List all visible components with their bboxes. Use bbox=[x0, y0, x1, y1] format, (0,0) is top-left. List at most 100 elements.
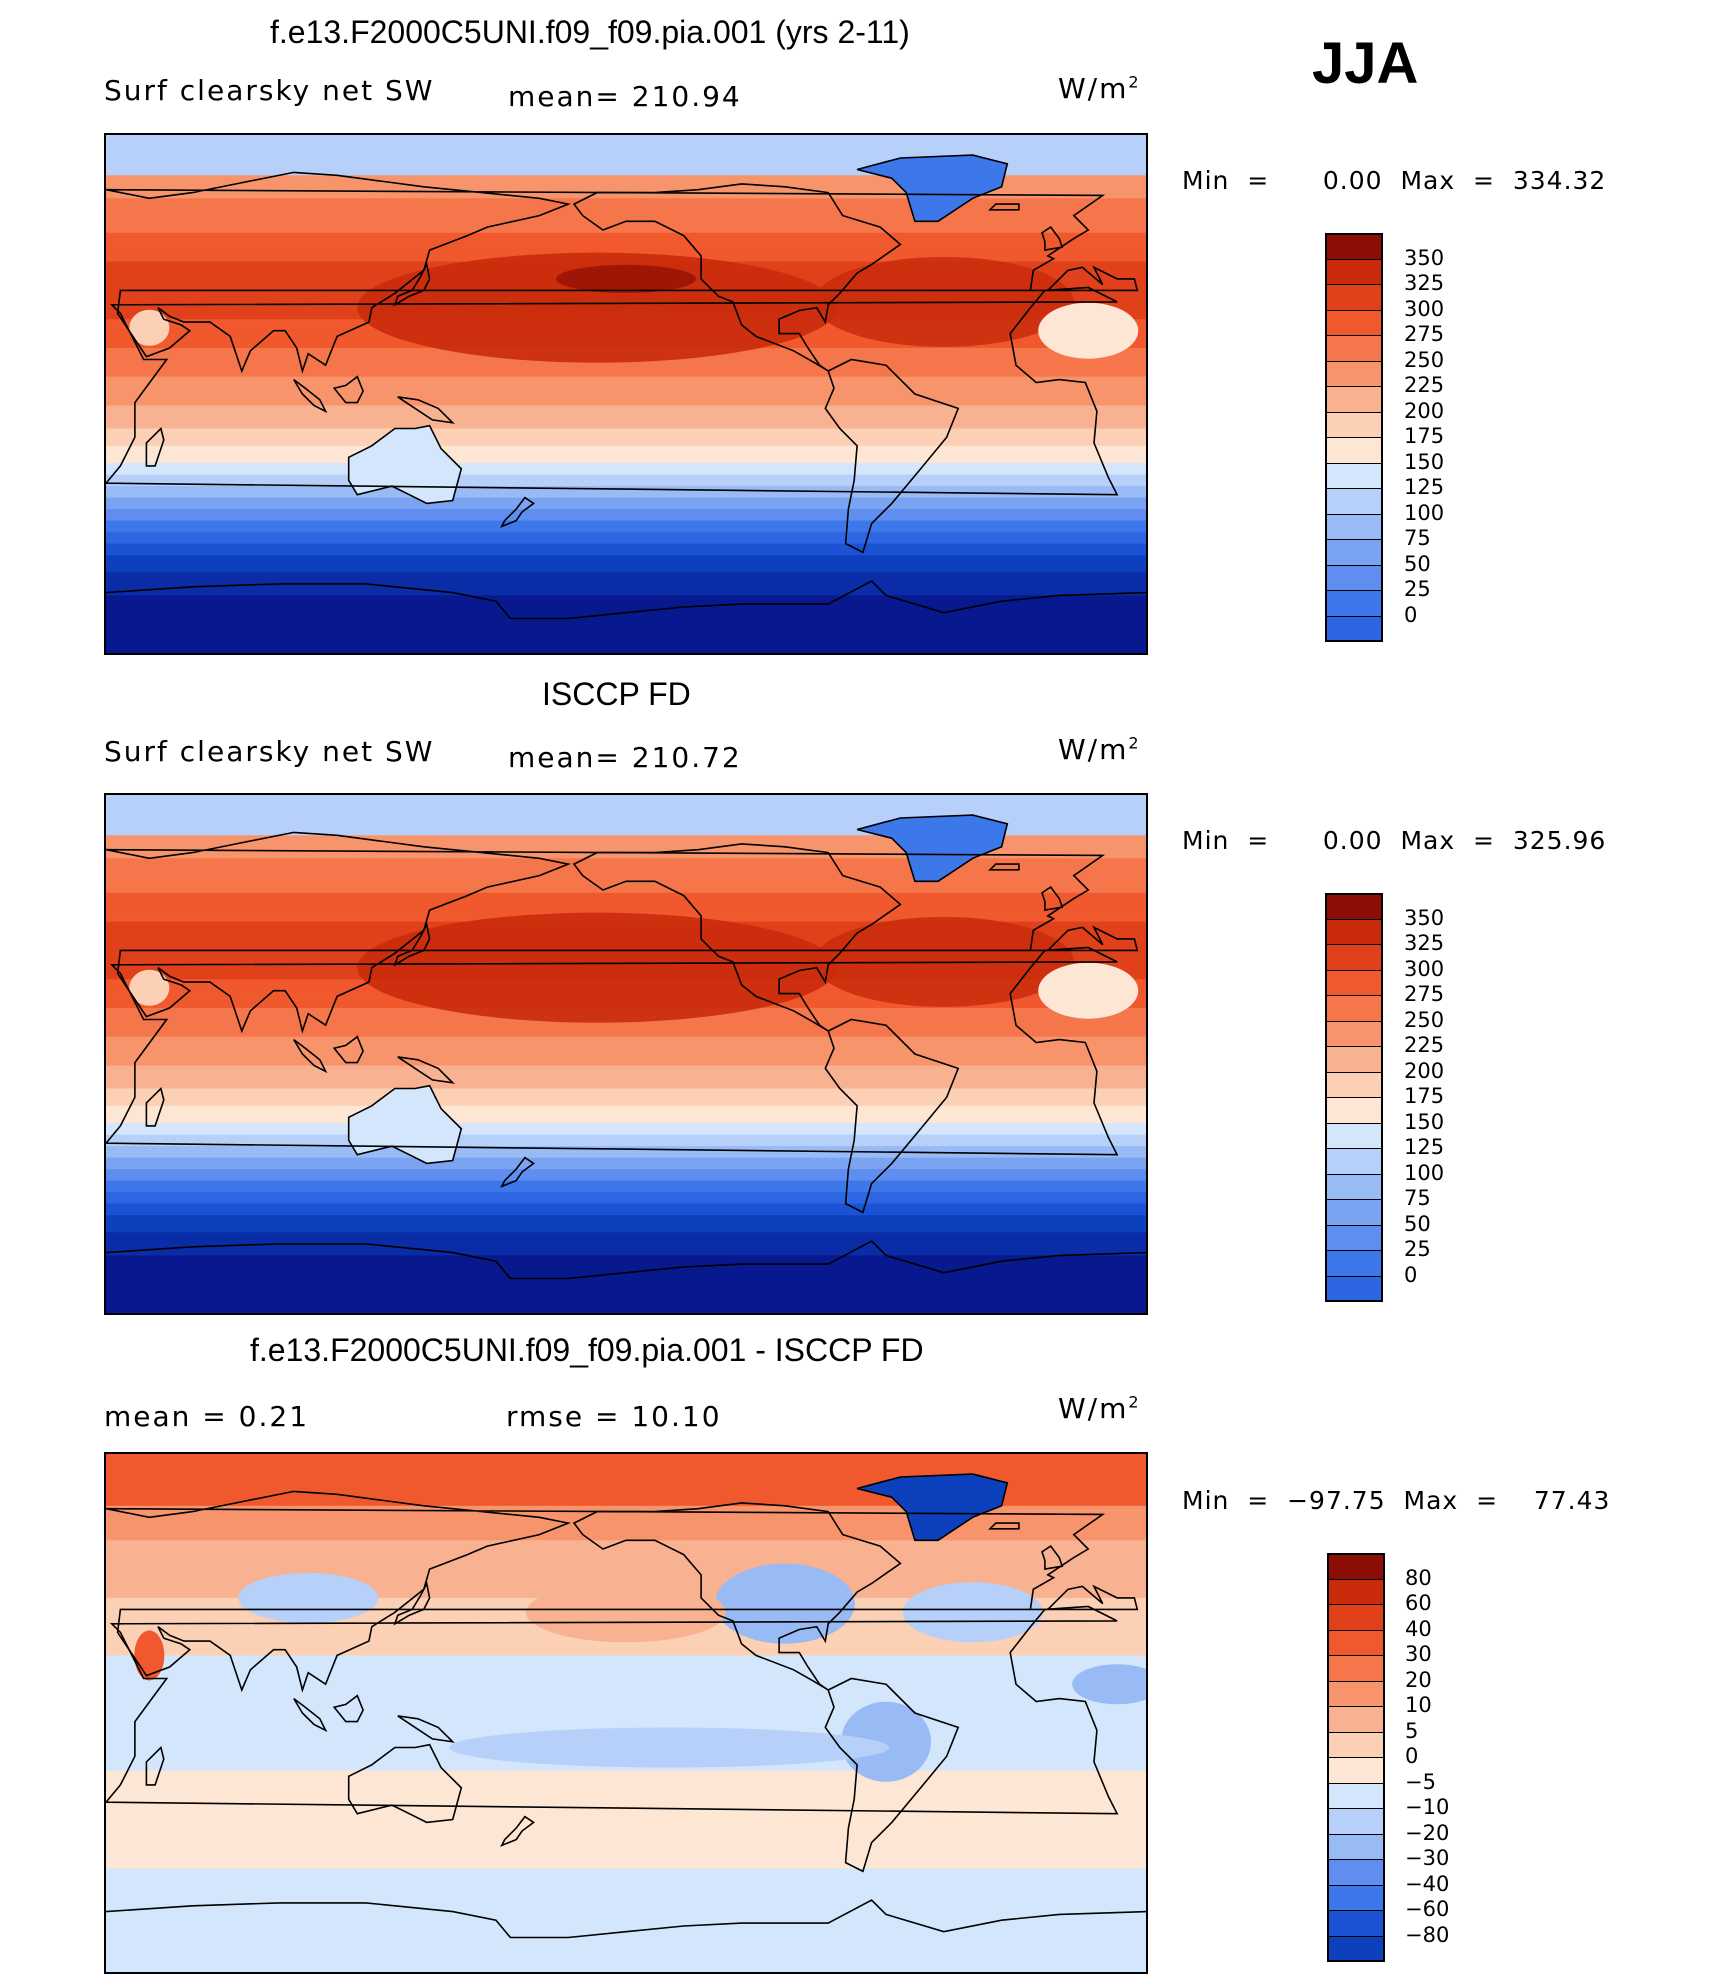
field-band bbox=[106, 1459, 1146, 1467]
field-band bbox=[106, 509, 1146, 516]
colorbar-swatch bbox=[1327, 1782, 1385, 1809]
coastline bbox=[293, 1697, 328, 1733]
field-band bbox=[106, 146, 1146, 153]
field-band bbox=[106, 1232, 1146, 1239]
field-band bbox=[106, 1488, 1146, 1495]
field-band bbox=[106, 451, 1146, 458]
colorbar-label: 20 bbox=[1405, 1667, 1432, 1692]
colorbar-swatch bbox=[1325, 893, 1383, 919]
colorbar-label: 350 bbox=[1404, 245, 1445, 270]
field-band bbox=[106, 1822, 1146, 1829]
field-band bbox=[106, 457, 1146, 464]
coastline bbox=[106, 946, 1119, 1156]
coastline bbox=[988, 203, 1020, 211]
field-band bbox=[106, 1960, 1146, 1967]
field-band bbox=[106, 169, 1146, 176]
field-band bbox=[106, 1220, 1146, 1228]
panel-2-units: W/m2 bbox=[1058, 733, 1141, 766]
field-band bbox=[106, 904, 1146, 911]
colorbar-label: 150 bbox=[1404, 1109, 1445, 1134]
field-band bbox=[106, 1500, 1146, 1507]
field-band bbox=[106, 1690, 1146, 1697]
field-band bbox=[106, 1833, 1146, 1841]
field-band bbox=[106, 204, 1146, 211]
colorbar-swatch bbox=[1325, 564, 1383, 591]
coastline bbox=[824, 358, 960, 554]
colorbar-label: −40 bbox=[1405, 1871, 1450, 1896]
colorbar-swatch bbox=[1325, 309, 1383, 336]
field-anom bbox=[238, 1572, 379, 1623]
map-field bbox=[106, 795, 1146, 1313]
field-band bbox=[106, 365, 1146, 372]
field-band bbox=[106, 881, 1146, 888]
field-band bbox=[106, 800, 1146, 808]
colorbar-label: 75 bbox=[1404, 1186, 1431, 1210]
field-band bbox=[106, 1908, 1146, 1916]
field-band bbox=[106, 612, 1146, 620]
field-anom bbox=[714, 1563, 855, 1644]
colorbar-label: 125 bbox=[1404, 475, 1445, 499]
field-band bbox=[106, 371, 1146, 378]
field-band bbox=[106, 1071, 1146, 1078]
field-land bbox=[348, 425, 462, 504]
field-band bbox=[106, 1157, 1146, 1164]
coastline bbox=[145, 1745, 165, 1786]
field-band bbox=[106, 875, 1146, 882]
field-band bbox=[106, 497, 1146, 504]
colorbar-label: 0 bbox=[1405, 1744, 1419, 1768]
colorbar-label: 50 bbox=[1404, 1211, 1431, 1236]
field-max bbox=[556, 264, 696, 293]
field-band bbox=[106, 1655, 1146, 1662]
colorbar-label: 175 bbox=[1404, 1084, 1445, 1108]
field-band bbox=[106, 1724, 1146, 1731]
panel-1-title: f.e13.F2000C5UNI.f09_f09.pia.001 (yrs 2-… bbox=[270, 14, 910, 50]
field-band bbox=[106, 1054, 1146, 1061]
field-band bbox=[106, 1684, 1146, 1691]
coastline bbox=[293, 1038, 328, 1074]
field-band bbox=[106, 1661, 1146, 1668]
colorbar-swatch bbox=[1325, 513, 1383, 540]
field-anom bbox=[902, 1582, 1043, 1643]
coastline bbox=[1041, 886, 1064, 912]
field-band bbox=[106, 227, 1146, 234]
colorbar-swatch bbox=[1327, 1604, 1385, 1630]
coastline bbox=[397, 1056, 455, 1084]
colorbar-label: 25 bbox=[1404, 1237, 1431, 1261]
colorbar-label: 10 bbox=[1405, 1693, 1432, 1717]
field-band bbox=[106, 1643, 1146, 1651]
field-band bbox=[106, 1701, 1146, 1708]
colorbar-swatch bbox=[1327, 1884, 1385, 1911]
field-band bbox=[106, 1782, 1146, 1789]
field-band bbox=[106, 215, 1146, 222]
field-band bbox=[106, 846, 1146, 854]
field-band bbox=[106, 1151, 1146, 1159]
field-band bbox=[106, 1868, 1146, 1875]
field-ice bbox=[857, 815, 1008, 882]
colorbar-label: 300 bbox=[1404, 956, 1445, 981]
panel-2-map bbox=[104, 793, 1148, 1315]
field-band bbox=[106, 1718, 1146, 1726]
field-band bbox=[106, 1776, 1146, 1783]
field-band bbox=[106, 1770, 1146, 1777]
colorbar-label: −10 bbox=[1405, 1795, 1450, 1819]
colorbar-label: 225 bbox=[1404, 373, 1445, 397]
panel-1-min-max: Min = 0.00 Max = 334.32 bbox=[1182, 166, 1607, 195]
field-band bbox=[106, 1128, 1146, 1136]
field-band bbox=[106, 1059, 1146, 1067]
field-band bbox=[106, 1505, 1146, 1513]
colorbar-label: 100 bbox=[1404, 1160, 1445, 1185]
field-band bbox=[106, 1851, 1146, 1858]
field-band bbox=[106, 624, 1146, 631]
field-band bbox=[106, 1546, 1146, 1553]
panel-2-mean: mean= 210.72 bbox=[508, 741, 742, 774]
field-band bbox=[106, 583, 1146, 591]
colorbar-swatch bbox=[1325, 590, 1383, 616]
season-label: JJA bbox=[1312, 31, 1419, 96]
coastline bbox=[347, 1084, 463, 1165]
field-band bbox=[106, 1862, 1146, 1869]
field-band bbox=[106, 601, 1146, 608]
colorbar-label: 275 bbox=[1404, 322, 1445, 346]
field-band bbox=[106, 1140, 1146, 1147]
colorbar-label: 200 bbox=[1404, 398, 1445, 423]
coastline bbox=[145, 426, 165, 467]
